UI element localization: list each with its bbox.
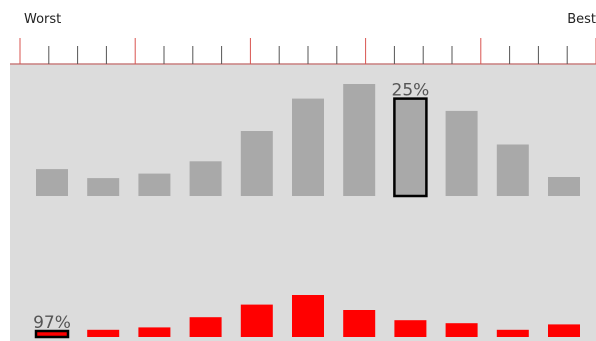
bottom-series-bars: 97%: [33, 295, 580, 339]
bar: [394, 320, 427, 337]
bar: [343, 310, 376, 337]
highlight-percent-label: 97%: [33, 313, 71, 333]
bar: [292, 295, 324, 337]
bar: [496, 329, 529, 337]
scale-ticks: [19, 38, 596, 64]
bar: [445, 323, 478, 337]
scale-best-label: Best: [567, 12, 596, 27]
bar: [496, 144, 529, 196]
bar: [445, 110, 478, 196]
bar: [292, 98, 324, 196]
bar: [138, 327, 171, 337]
bar: [240, 131, 273, 196]
bar: [548, 324, 580, 337]
bar: [87, 329, 120, 337]
bar: [189, 317, 222, 337]
bar: [36, 169, 68, 196]
bar: [138, 173, 171, 196]
bar: [548, 177, 580, 196]
highlighted-bar: [34, 329, 70, 339]
bar: [240, 304, 273, 337]
top-series-bars: 25%: [36, 81, 580, 198]
bar: [343, 84, 376, 196]
bar: [87, 178, 120, 196]
scale-worst-label: Worst: [24, 12, 61, 27]
bar: [189, 161, 222, 196]
highlighted-bar: [393, 97, 428, 198]
highlight-percent-label: 25%: [392, 81, 430, 101]
